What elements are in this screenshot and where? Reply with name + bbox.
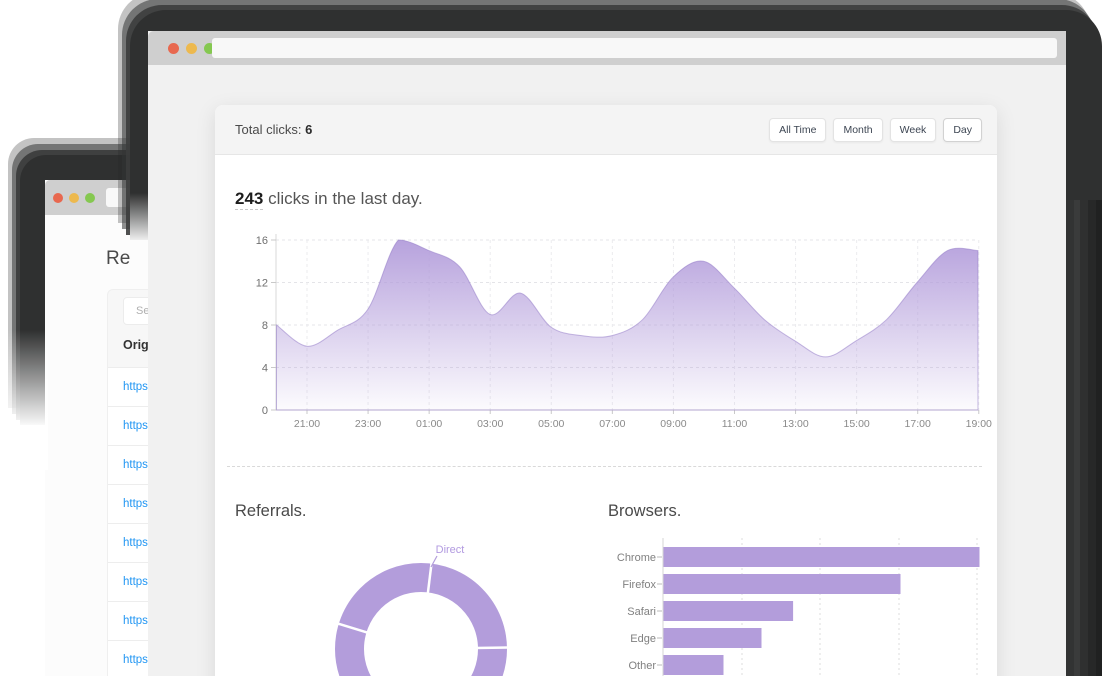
svg-text:07:00: 07:00 (599, 418, 625, 430)
svg-text:Edge: Edge (630, 633, 656, 645)
range-buttons: All Time Month Week Day (769, 117, 982, 142)
stats-card-header: Total clicks: 6 All Time Month Week Day (215, 105, 997, 155)
svg-text:Safari: Safari (627, 606, 656, 618)
minimize-window-icon[interactable] (186, 42, 197, 54)
stats-card: Total clicks: 6 All Time Month Week Day 243… (215, 105, 997, 676)
back-frame-fade (0, 330, 48, 470)
front-frame-fade (130, 193, 148, 265)
close-window-icon[interactable] (168, 42, 179, 54)
svg-text:09:00: 09:00 (660, 418, 686, 430)
front-window-content: Total clicks: 6 All Time Month Week Day 243… (148, 65, 1066, 676)
browsers-bar-chart: Chrome Firefox Safari Edge Other (617, 538, 980, 676)
clicks-area-chart: 21:00 23:00 01:00 03:00 05:00 07:00 09:00 11:00… (256, 234, 992, 430)
svg-text:23:00: 23:00 (355, 418, 381, 430)
svg-text:03:00: 03:00 (477, 418, 503, 430)
clicks-headline: 243 clicks in the last day. (235, 189, 423, 210)
svg-text:21:00: 21:00 (294, 418, 320, 430)
week-button[interactable]: Week (889, 117, 937, 142)
svg-text:Direct: Direct (436, 544, 465, 556)
clicks-count: 243 (235, 189, 264, 210)
all-time-button[interactable]: All Time (769, 117, 827, 142)
back-traffic-lights (53, 180, 95, 215)
svg-text:12: 12 (256, 278, 268, 290)
svg-text:15:00: 15:00 (843, 418, 869, 430)
front-window-frame-right (1066, 200, 1102, 676)
svg-text:8: 8 (262, 320, 268, 332)
svg-text:0: 0 (262, 405, 268, 417)
svg-text:17:00: 17:00 (905, 418, 931, 430)
close-window-icon[interactable] (53, 192, 63, 203)
svg-text:Firefox: Firefox (622, 579, 656, 591)
svg-text:Other: Other (628, 660, 656, 672)
front-traffic-lights (168, 31, 215, 65)
svg-text:13:00: 13:00 (782, 418, 808, 430)
svg-text:19:00: 19:00 (966, 418, 992, 430)
table-column-header: Origi (123, 338, 153, 352)
svg-text:01:00: 01:00 (416, 418, 442, 430)
minimize-window-icon[interactable] (69, 192, 79, 203)
zoom-window-icon[interactable] (204, 42, 215, 54)
svg-text:16: 16 (256, 235, 268, 247)
browsers-title: Browsers. (608, 502, 682, 520)
front-window-titlebar (148, 31, 1066, 65)
total-clicks-label: Total clicks: 6 (235, 122, 313, 137)
svg-text:4: 4 (262, 363, 268, 375)
svg-text:11:00: 11:00 (722, 418, 748, 430)
front-address-bar[interactable] (212, 38, 1057, 58)
svg-text:Chrome: Chrome (617, 552, 656, 564)
day-button[interactable]: Day (943, 117, 982, 142)
front-window: Total clicks: 6 All Time Month Week Day 243… (148, 31, 1066, 676)
zoom-window-icon[interactable] (85, 192, 95, 203)
svg-text:05:00: 05:00 (538, 418, 564, 430)
total-clicks-value: 6 (305, 122, 313, 137)
referrals-donut-chart: Direct (335, 544, 511, 676)
month-button[interactable]: Month (833, 117, 883, 142)
section-divider (227, 466, 982, 467)
referrals-title: Referrals. (235, 502, 307, 520)
